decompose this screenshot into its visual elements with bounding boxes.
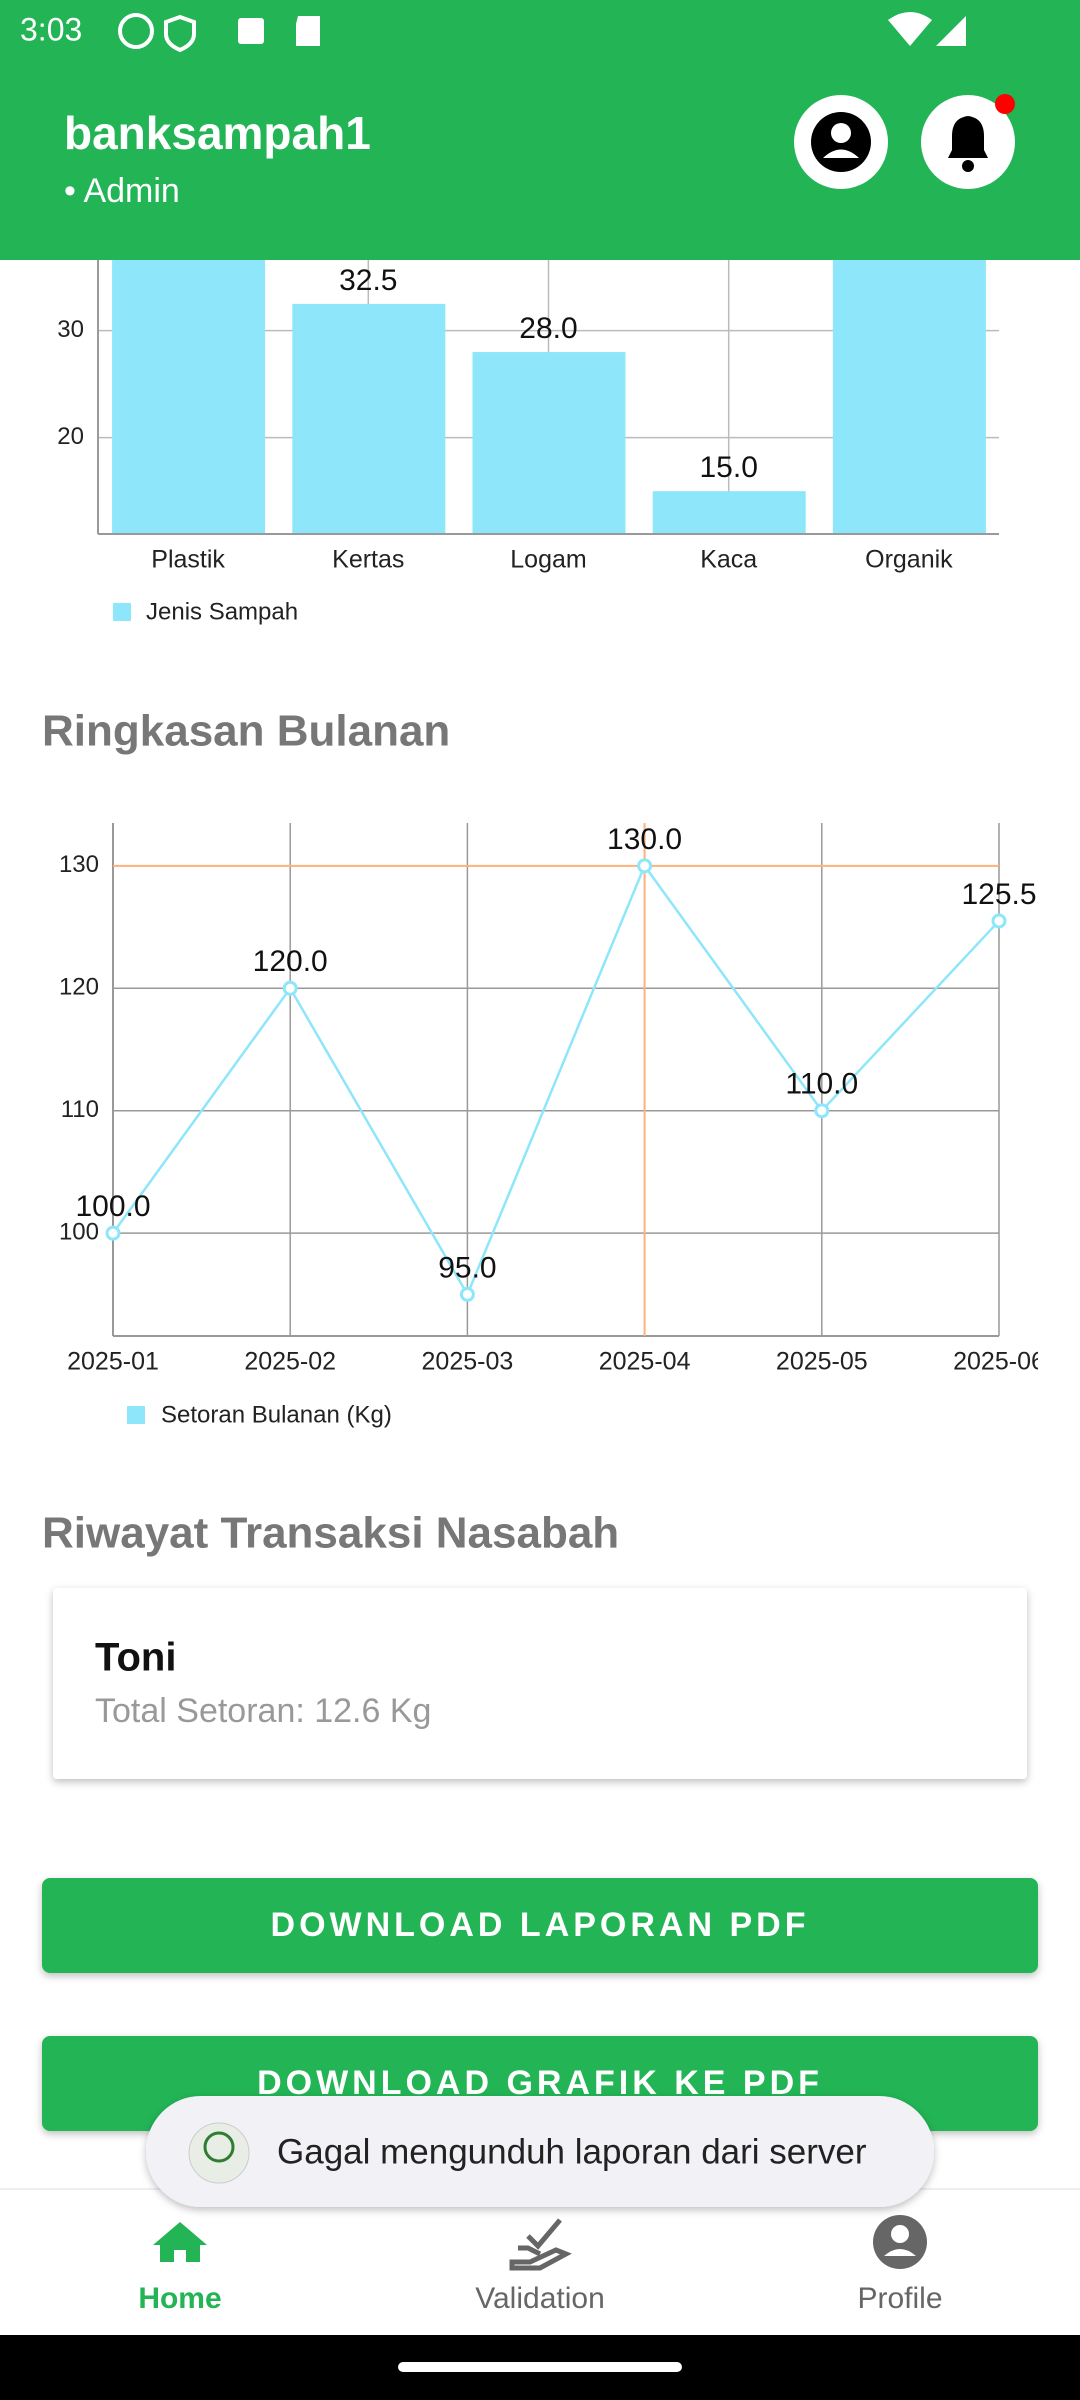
bell-clapper	[962, 160, 974, 172]
card-name: Toni	[95, 1636, 176, 1680]
status-icon	[238, 18, 264, 44]
line-chart: 100 110 120 130 2025-01 2025-02 2025-03 2025-04…	[59, 823, 1045, 1429]
nav-label: Profile	[857, 2282, 942, 2315]
series-line	[111, 863, 1000, 1298]
notification-button[interactable]	[921, 94, 1015, 189]
value-label: 110.0	[785, 1068, 858, 1101]
bar	[832, 260, 986, 534]
section-title: Riwayat Transaksi Nasabah	[42, 1509, 619, 1558]
value-label: 120.0	[253, 945, 328, 978]
profile-glyph-body	[823, 149, 859, 158]
bar	[652, 491, 806, 534]
bell-glyph	[948, 116, 988, 158]
y-tick-label: 100	[59, 1218, 99, 1245]
value-label: 32.5	[339, 264, 397, 297]
x-tick-label: Kaca	[700, 546, 757, 574]
point	[991, 913, 1007, 929]
card-detail: Total Setoran: 12.6 Kg	[95, 1692, 431, 1730]
point	[459, 1286, 475, 1302]
x-tick-label: 2025-02	[244, 1348, 336, 1376]
point	[282, 980, 298, 996]
nav-profile[interactable]: Profile	[857, 2215, 943, 2315]
profile-icon-body	[884, 2249, 916, 2256]
bar	[112, 260, 266, 534]
legend-label: Setoran Bulanan (Kg)	[161, 1401, 392, 1428]
notification-dot	[995, 94, 1015, 114]
toast-icon	[188, 2122, 250, 2184]
nav-validation[interactable]: Validation	[475, 2218, 605, 2315]
toast-text: Gagal mengunduh laporan dari server	[277, 2132, 867, 2171]
value-label: 130.0	[607, 823, 682, 856]
profile-button[interactable]	[794, 95, 888, 189]
nav-label: Home	[138, 2282, 221, 2315]
value-label: 95.0	[438, 1251, 496, 1284]
x-tick-label: 2025-01	[67, 1348, 159, 1376]
x-labels: 2025-01 2025-02 2025-03 2025-04 2025-05 2025-…	[67, 1348, 1045, 1376]
status-icon	[164, 14, 196, 53]
status-time: 3:03	[20, 11, 82, 47]
toast-icon-mark	[203, 2131, 235, 2163]
x-tick-label: Kertas	[332, 546, 404, 574]
x-tick-label: 2025-03	[422, 1348, 514, 1376]
legend-swatch	[113, 603, 131, 621]
download-report-button[interactable]: DOWNLOAD LAPORAN PDF	[42, 1878, 1038, 1973]
value-label: 28.0	[519, 312, 577, 345]
x-tick-label: Organik	[865, 546, 953, 574]
button-bg	[42, 1878, 1038, 1973]
signal-icon	[936, 16, 966, 46]
bar-chart: 20 30 32.5 28.0 15.0	[57, 260, 999, 535]
point	[637, 858, 653, 874]
nav-home[interactable]: Home	[138, 2222, 222, 2315]
value-label: 15.0	[700, 451, 758, 484]
profile-icon-head	[891, 2225, 909, 2243]
transaction-card[interactable]: Toni Total Setoran: 12.6 Kg	[53, 1588, 1027, 1779]
status-icon	[296, 16, 320, 46]
validation-icon	[509, 2245, 572, 2271]
x-tick-label: 2025-06	[953, 1348, 1045, 1376]
section-title: Ringkasan Bulanan	[42, 707, 450, 756]
y-tick-label: 130	[59, 851, 99, 878]
legend-label: Jenis Sampah	[146, 598, 298, 625]
gesture-handle	[398, 2362, 682, 2372]
header-title: banksampah1	[64, 107, 371, 159]
card-bg	[53, 1588, 1027, 1779]
button-label: DOWNLOAD GRAFIK KE PDF	[257, 2064, 823, 2102]
validation-check	[526, 2218, 562, 2250]
bar-legend: Jenis Sampah Plastik Kertas Logam Kaca Organi…	[113, 546, 953, 625]
header-subtitle: • Admin	[64, 172, 180, 210]
wifi-icon	[888, 12, 932, 46]
nav-label: Validation	[475, 2282, 605, 2315]
y-tick-label: 110	[61, 1096, 99, 1123]
button-label: DOWNLOAD LAPORAN PDF	[271, 1906, 810, 1944]
point	[814, 1103, 830, 1119]
x-tick-label: 2025-05	[776, 1348, 868, 1376]
legend-swatch	[127, 1406, 145, 1424]
status-icon	[118, 13, 154, 49]
x-tick-label: 2025-04	[599, 1348, 691, 1376]
home-icon	[153, 2222, 207, 2262]
x-tick-label: Plastik	[151, 546, 225, 574]
toast: Gagal mengunduh laporan dari server	[146, 2096, 934, 2207]
value-label: 125.5	[961, 878, 1036, 911]
y-tick-label: 30	[57, 316, 84, 343]
app-header	[0, 0, 1080, 260]
status-icons	[118, 12, 966, 53]
y-tick-label: 120	[59, 974, 99, 1001]
bar	[472, 352, 626, 534]
toast-bg	[146, 2096, 934, 2207]
y-tick-label: 20	[57, 423, 84, 450]
x-tick-label: Logam	[510, 546, 586, 574]
profile-glyph-head	[831, 123, 851, 143]
bar	[292, 303, 446, 534]
point	[105, 1225, 121, 1241]
value-label: 100.0	[75, 1190, 150, 1223]
